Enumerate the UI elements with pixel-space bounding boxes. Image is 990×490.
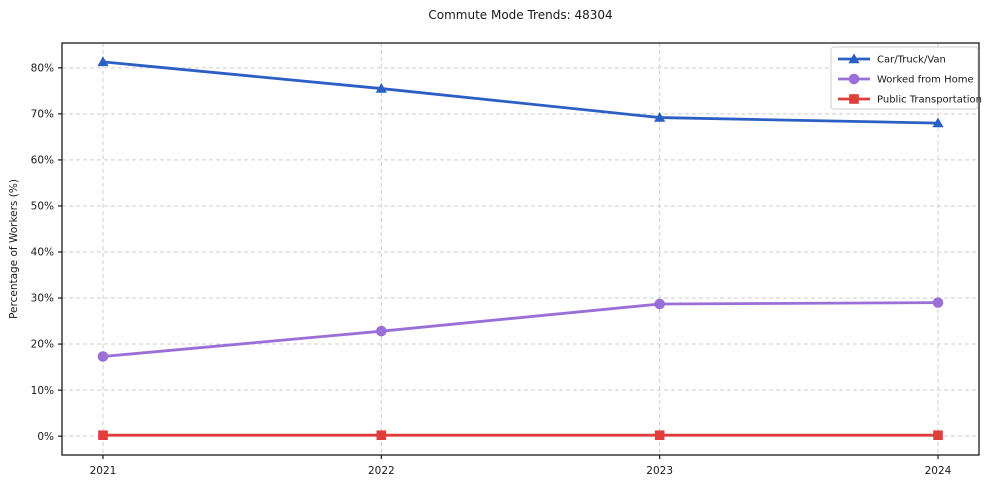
plot-area <box>62 43 979 455</box>
legend-item-car-truck-van: Car/Truck/Van <box>838 53 946 66</box>
y-tick-label: 70% <box>31 109 54 121</box>
legend-swatch-marker <box>849 94 859 104</box>
series-marker-worked-from-home <box>376 325 387 337</box>
y-tick-label: 60% <box>31 155 54 167</box>
series-marker-public-transportation <box>654 430 665 441</box>
series-marker-worked-from-home <box>932 297 944 308</box>
y-axis-label: Percentage of Workers (%) <box>8 179 20 319</box>
legend-item-worked-from-home: Worked from Home <box>838 73 974 86</box>
legend-item-label: Public Transportation <box>877 95 982 106</box>
y-tick-label: 30% <box>31 293 54 305</box>
y-tick-label: 40% <box>31 247 54 259</box>
series-marker-public-transportation <box>98 430 108 441</box>
series-marker-public-transportation <box>376 430 387 441</box>
x-tick-label: 2022 <box>368 465 395 477</box>
y-tick-label: 50% <box>31 201 54 213</box>
legend-swatch-marker <box>848 53 860 64</box>
x-tick-label: 2024 <box>925 465 952 477</box>
legend-item-label: Worked from Home <box>877 75 974 86</box>
y-tick-label: 20% <box>31 339 54 351</box>
x-tick-label: 2023 <box>646 465 673 477</box>
x-tick-label: 2021 <box>90 465 117 477</box>
y-tick-label: 10% <box>31 385 54 397</box>
series-marker-car-truck-van <box>97 56 109 67</box>
y-tick-label: 0% <box>37 431 54 443</box>
series-marker-worked-from-home <box>97 351 109 362</box>
series-line-car-truck-van <box>101 60 940 125</box>
series-marker-public-transportation <box>933 430 943 441</box>
legend-item-public-transportation: Public Transportation <box>838 94 982 106</box>
legend-item-label: Car/Truck/Van <box>877 55 946 66</box>
plot-border <box>61 42 980 456</box>
series-marker-car-truck-van <box>375 82 387 93</box>
chart-title: Commute Mode Trends: 48304 <box>428 8 613 22</box>
series-marker-car-truck-van <box>932 117 944 128</box>
legend: Car/Truck/Van Worked from Home Public Tran… <box>830 46 982 110</box>
legend-box <box>830 46 979 110</box>
series-marker-car-truck-van <box>654 111 666 122</box>
series-line-worked-from-home <box>101 301 940 358</box>
series-marker-worked-from-home <box>654 298 665 310</box>
y-tick-label: 80% <box>31 63 54 75</box>
legend-swatch-marker <box>848 73 860 85</box>
